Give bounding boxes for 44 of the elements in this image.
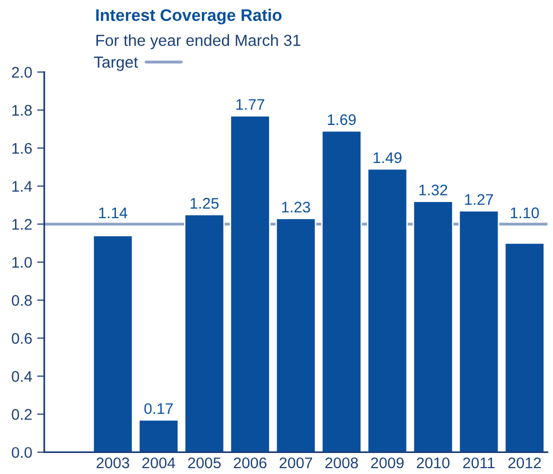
data-label: 1.10 <box>510 207 539 218</box>
bar <box>184 214 225 452</box>
y-tick-label: 1.2 <box>12 218 32 230</box>
x-tick-label: 2010 <box>416 457 450 468</box>
bar <box>321 130 362 452</box>
x-tick-label: 2009 <box>371 457 404 468</box>
y-tick-label: 0.2 <box>12 409 32 420</box>
y-tick-label: 2.0 <box>12 66 32 78</box>
bar <box>366 168 408 452</box>
bar <box>504 242 545 452</box>
x-tick-label: 2005 <box>188 457 221 468</box>
bar <box>275 218 316 452</box>
data-label: 1.27 <box>465 194 493 205</box>
chart-subtitle: For the year ended March 31 <box>96 34 300 50</box>
x-tick-label: 2008 <box>325 457 358 468</box>
data-label: 1.14 <box>99 208 128 218</box>
data-label: 1.49 <box>374 152 402 164</box>
data-label: 1.69 <box>328 114 356 126</box>
chart-title: Interest Coverage Ratio <box>96 8 282 24</box>
y-tick-label: 0.8 <box>12 295 32 306</box>
data-label: 1.23 <box>282 202 310 213</box>
x-tick-label: 2004 <box>142 457 176 468</box>
bar <box>412 200 454 452</box>
y-tick-label: 1.8 <box>12 104 32 116</box>
y-tick-label: 0.4 <box>12 371 32 382</box>
y-tick-label: 1.0 <box>12 256 32 268</box>
x-tick-label: 2011 <box>463 457 495 468</box>
bar <box>92 234 134 452</box>
x-tick-label: 2003 <box>96 457 130 468</box>
bar <box>138 419 179 452</box>
bar <box>230 115 270 452</box>
y-tick-label: 1.4 <box>12 181 32 192</box>
x-tick-label: 2012 <box>508 457 541 468</box>
data-label: 1.77 <box>236 99 264 110</box>
bar <box>458 210 500 452</box>
y-tick-label: 0.6 <box>12 333 32 344</box>
x-tick-label: 2007 <box>280 457 312 468</box>
legend-label: Target <box>94 56 138 71</box>
data-label: 1.32 <box>419 184 448 196</box>
y-tick-label: 1.6 <box>12 142 32 154</box>
data-label: 1.25 <box>190 198 219 209</box>
y-tick-label: 0.0 <box>12 447 32 458</box>
data-label: 0.17 <box>144 403 173 414</box>
x-tick-label: 2006 <box>234 457 266 468</box>
